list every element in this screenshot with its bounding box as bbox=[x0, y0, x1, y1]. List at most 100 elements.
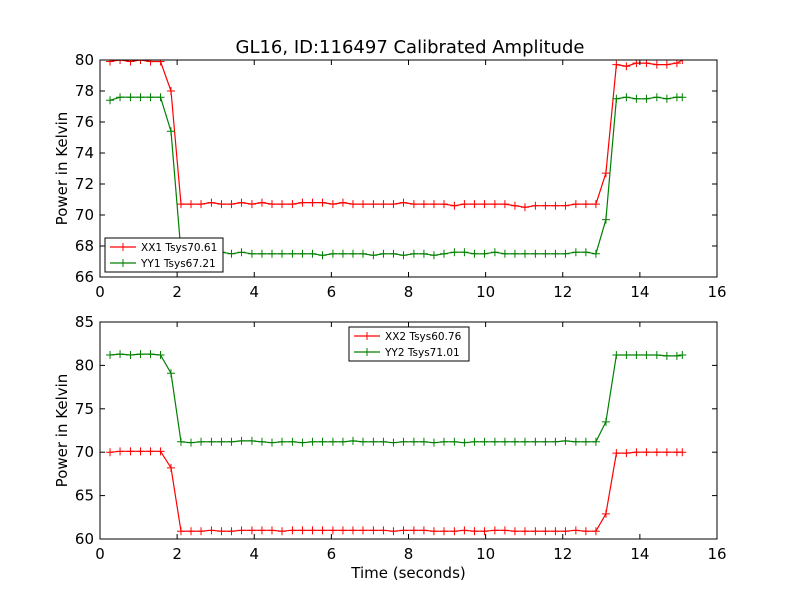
data-point-marker bbox=[480, 437, 489, 446]
plot-data-area bbox=[106, 350, 687, 536]
data-point-marker bbox=[612, 449, 621, 458]
y-tick-label: 78 bbox=[75, 82, 94, 100]
x-tick-label: 0 bbox=[95, 283, 105, 301]
data-point-marker bbox=[197, 527, 206, 536]
data-point-marker bbox=[460, 200, 469, 209]
data-point-marker bbox=[551, 201, 560, 210]
data-point-marker bbox=[116, 350, 125, 359]
data-point-marker bbox=[510, 527, 519, 536]
data-point-marker bbox=[348, 436, 357, 445]
data-point-marker bbox=[662, 60, 671, 69]
data-point-marker bbox=[632, 350, 641, 359]
legend-marker bbox=[119, 243, 127, 251]
data-point-marker bbox=[531, 527, 540, 536]
data-point-marker bbox=[278, 527, 287, 536]
data-point-marker bbox=[429, 527, 438, 536]
data-point-marker bbox=[156, 350, 165, 359]
data-point-marker bbox=[541, 201, 550, 210]
data-point-marker bbox=[612, 350, 621, 359]
y-axis-label: Power in Kelvin bbox=[53, 374, 71, 488]
data-point-marker bbox=[126, 60, 135, 66]
data-point-marker bbox=[490, 437, 499, 446]
y-tick-label: 85 bbox=[75, 313, 94, 331]
data-point-marker bbox=[429, 200, 438, 209]
data-point-marker bbox=[541, 437, 550, 446]
y-tick-label: 74 bbox=[75, 144, 94, 162]
data-point-marker bbox=[389, 438, 398, 447]
data-point-marker bbox=[490, 200, 499, 209]
data-point-marker bbox=[612, 60, 621, 69]
y-tick-label: 65 bbox=[75, 487, 94, 505]
data-point-marker bbox=[450, 437, 459, 446]
data-point-marker bbox=[678, 93, 687, 102]
data-point-marker bbox=[601, 417, 610, 426]
data-point-marker bbox=[591, 437, 600, 446]
data-point-marker bbox=[652, 93, 661, 102]
data-point-marker bbox=[338, 249, 347, 258]
data-point-marker bbox=[106, 350, 115, 359]
data-point-marker bbox=[136, 350, 145, 359]
data-point-marker bbox=[288, 437, 297, 446]
data-point-marker bbox=[227, 249, 236, 258]
data-point-marker bbox=[460, 248, 469, 257]
data-point-marker bbox=[187, 438, 196, 447]
data-point-marker bbox=[460, 438, 469, 447]
x-tick-label: 6 bbox=[327, 545, 337, 563]
x-tick-label: 10 bbox=[476, 283, 495, 301]
data-point-marker bbox=[278, 249, 287, 258]
data-point-marker bbox=[288, 526, 297, 535]
data-point-marker bbox=[156, 447, 165, 456]
data-point-marker bbox=[247, 200, 256, 209]
data-point-marker bbox=[541, 249, 550, 258]
legend-label: YY1 Tsys67.21 bbox=[140, 258, 216, 270]
data-point-marker bbox=[678, 60, 687, 64]
data-point-marker bbox=[500, 526, 509, 535]
data-point-marker bbox=[298, 526, 307, 535]
data-point-marker bbox=[439, 437, 448, 446]
data-point-marker bbox=[288, 200, 297, 209]
data-point-marker bbox=[389, 200, 398, 209]
data-point-marker bbox=[591, 249, 600, 258]
data-point-marker bbox=[379, 200, 388, 209]
data-point-marker bbox=[197, 437, 206, 446]
data-point-marker bbox=[176, 527, 185, 536]
data-point-marker bbox=[106, 60, 115, 66]
y-tick-label: 70 bbox=[75, 443, 94, 461]
data-point-marker bbox=[510, 249, 519, 258]
data-point-marker bbox=[126, 350, 135, 359]
data-point-marker bbox=[409, 437, 418, 446]
data-point-marker bbox=[217, 437, 226, 446]
data-point-marker bbox=[399, 437, 408, 446]
data-point-marker bbox=[571, 200, 580, 209]
data-point-marker bbox=[369, 251, 378, 260]
data-point-marker bbox=[197, 200, 206, 209]
data-point-marker bbox=[601, 215, 610, 224]
data-point-marker bbox=[328, 200, 337, 209]
data-point-marker bbox=[136, 93, 145, 102]
data-point-marker bbox=[207, 437, 216, 446]
data-point-marker bbox=[369, 200, 378, 209]
x-tick-label: 16 bbox=[707, 283, 726, 301]
data-point-marker bbox=[632, 94, 641, 103]
data-point-marker bbox=[389, 527, 398, 536]
data-point-marker bbox=[470, 437, 479, 446]
y-tick-label: 72 bbox=[75, 175, 94, 193]
data-point-marker bbox=[257, 526, 266, 535]
x-axis-label: Time (seconds) bbox=[350, 564, 466, 582]
data-point-marker bbox=[267, 438, 276, 447]
x-tick-label: 12 bbox=[553, 545, 572, 563]
figure-title: GL16, ID:116497 Calibrated Amplitude bbox=[236, 37, 585, 58]
data-point-marker bbox=[369, 437, 378, 446]
legend-label: YY2 Tsys71.01 bbox=[384, 347, 460, 359]
data-point-marker bbox=[612, 94, 621, 103]
data-point-marker bbox=[419, 526, 428, 535]
data-point-marker bbox=[450, 201, 459, 210]
data-point-marker bbox=[217, 200, 226, 209]
data-point-marker bbox=[379, 526, 388, 535]
bottom-subplot: 0 2 4 6 8 10 12 14 16 60 65 70 75 80 85 Power in Kelvin… bbox=[53, 313, 727, 582]
data-point-marker bbox=[166, 463, 175, 472]
data-point-marker bbox=[267, 526, 276, 535]
data-point-marker bbox=[187, 527, 196, 536]
data-point-marker bbox=[146, 350, 155, 359]
